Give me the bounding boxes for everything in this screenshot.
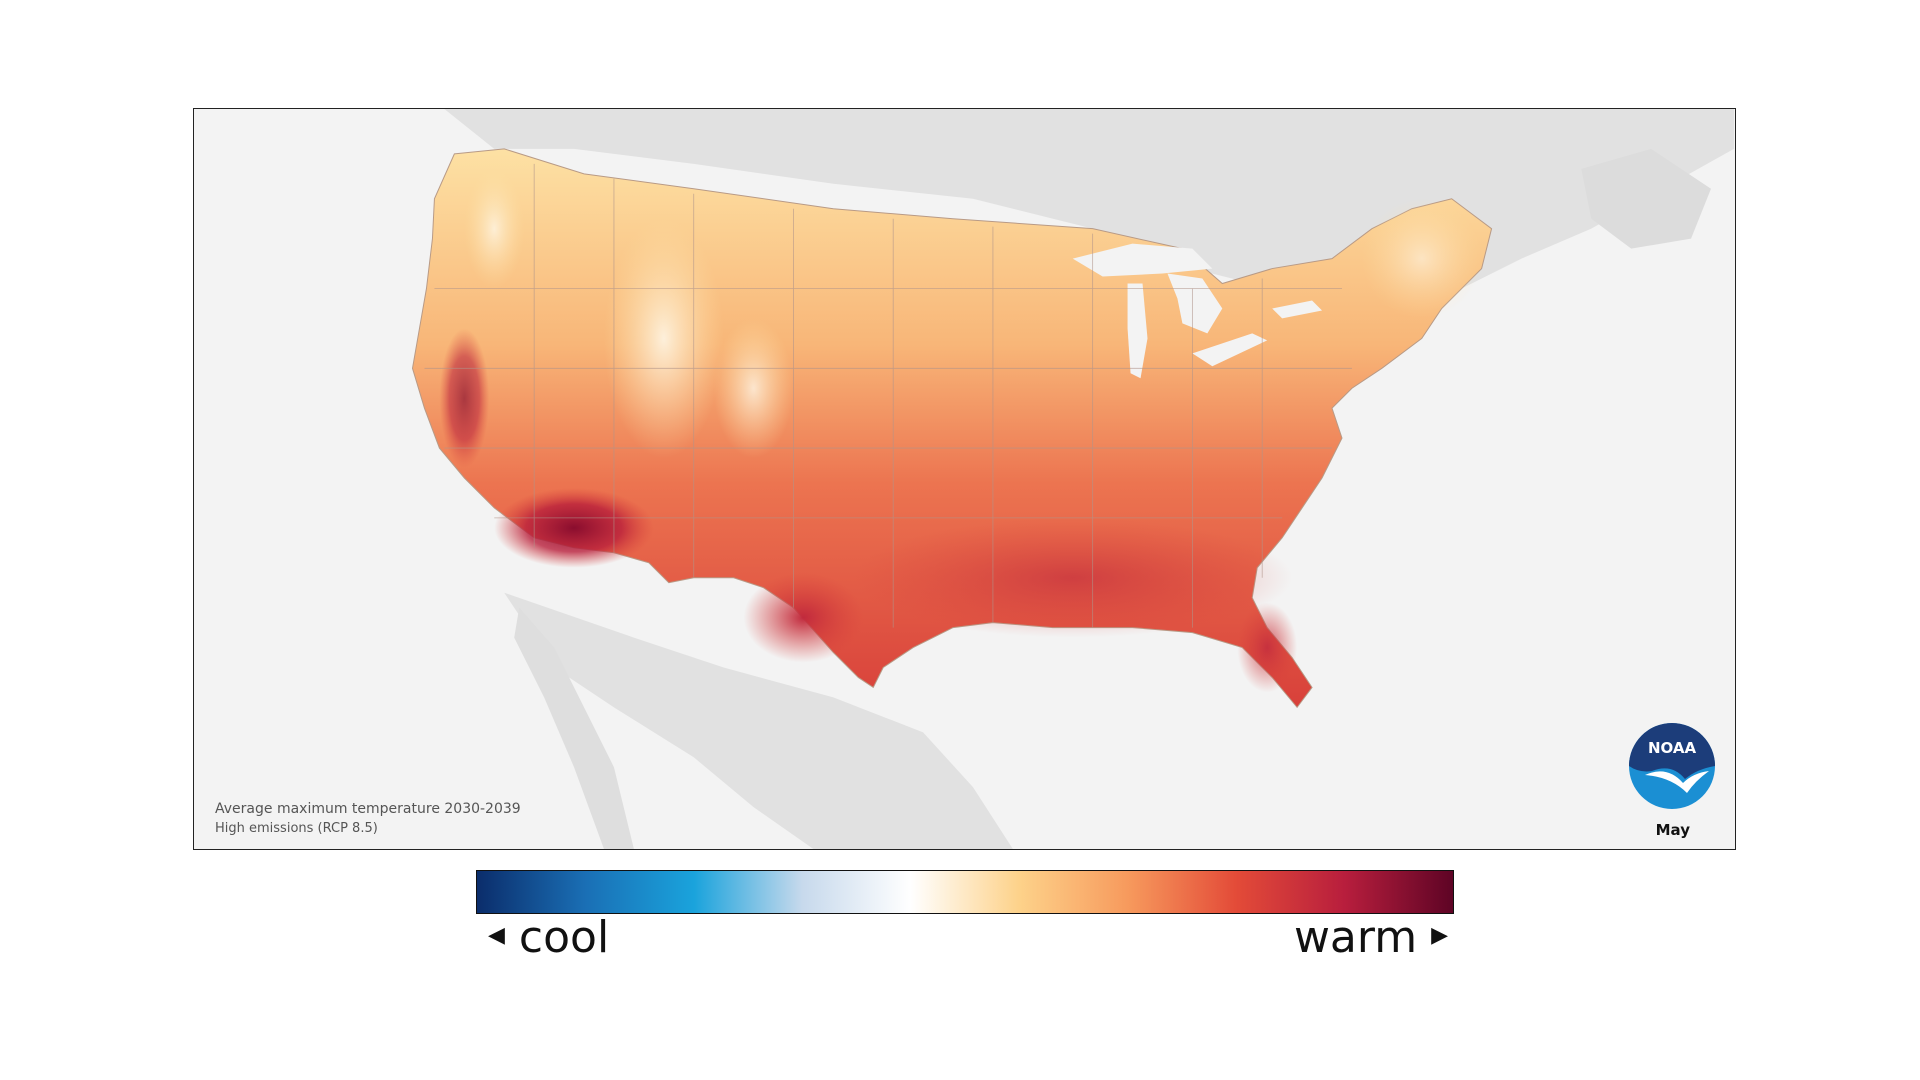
right-arrow-icon: ▶	[1431, 923, 1448, 948]
month-label: May	[1655, 821, 1690, 839]
lake-erie	[1192, 333, 1268, 367]
lake-michigan	[1127, 283, 1148, 379]
lake-ontario	[1272, 300, 1323, 319]
cascades-cool	[464, 168, 525, 289]
central-valley-hotspot	[439, 328, 490, 469]
noaa-logo: NOAA	[1629, 723, 1715, 809]
cool-legend-label: ◀ cool	[488, 908, 609, 970]
south-texas-hotspot	[743, 572, 864, 663]
temperature-map	[411, 109, 1734, 849]
canada-maritimes	[1581, 148, 1711, 249]
baja-peninsula	[514, 607, 634, 849]
lake-superior	[1072, 243, 1213, 277]
gulf-coast-warm	[853, 517, 1293, 638]
mexico-land	[504, 592, 1013, 849]
noaa-logo-text: NOAA	[1648, 739, 1697, 757]
northeast-cool	[1361, 198, 1482, 319]
map-caption-subtitle: High emissions (RCP 8.5)	[215, 821, 378, 836]
desert-southwest-hotspot	[494, 487, 654, 568]
map-panel: Average maximum temperature 2030-2039 Hi…	[193, 108, 1736, 850]
map-caption-title: Average maximum temperature 2030-2039	[215, 801, 521, 817]
florida-warm	[1237, 602, 1298, 693]
left-arrow-icon: ◀	[488, 923, 505, 948]
warm-legend-label: warm ▶	[1294, 908, 1448, 970]
cool-text: cool	[518, 912, 610, 963]
state-borders	[424, 163, 1352, 628]
temperature-colorbar	[476, 870, 1454, 914]
warm-text: warm	[1293, 912, 1418, 963]
colorado-cool	[713, 318, 794, 459]
rockies-cool	[603, 218, 724, 459]
